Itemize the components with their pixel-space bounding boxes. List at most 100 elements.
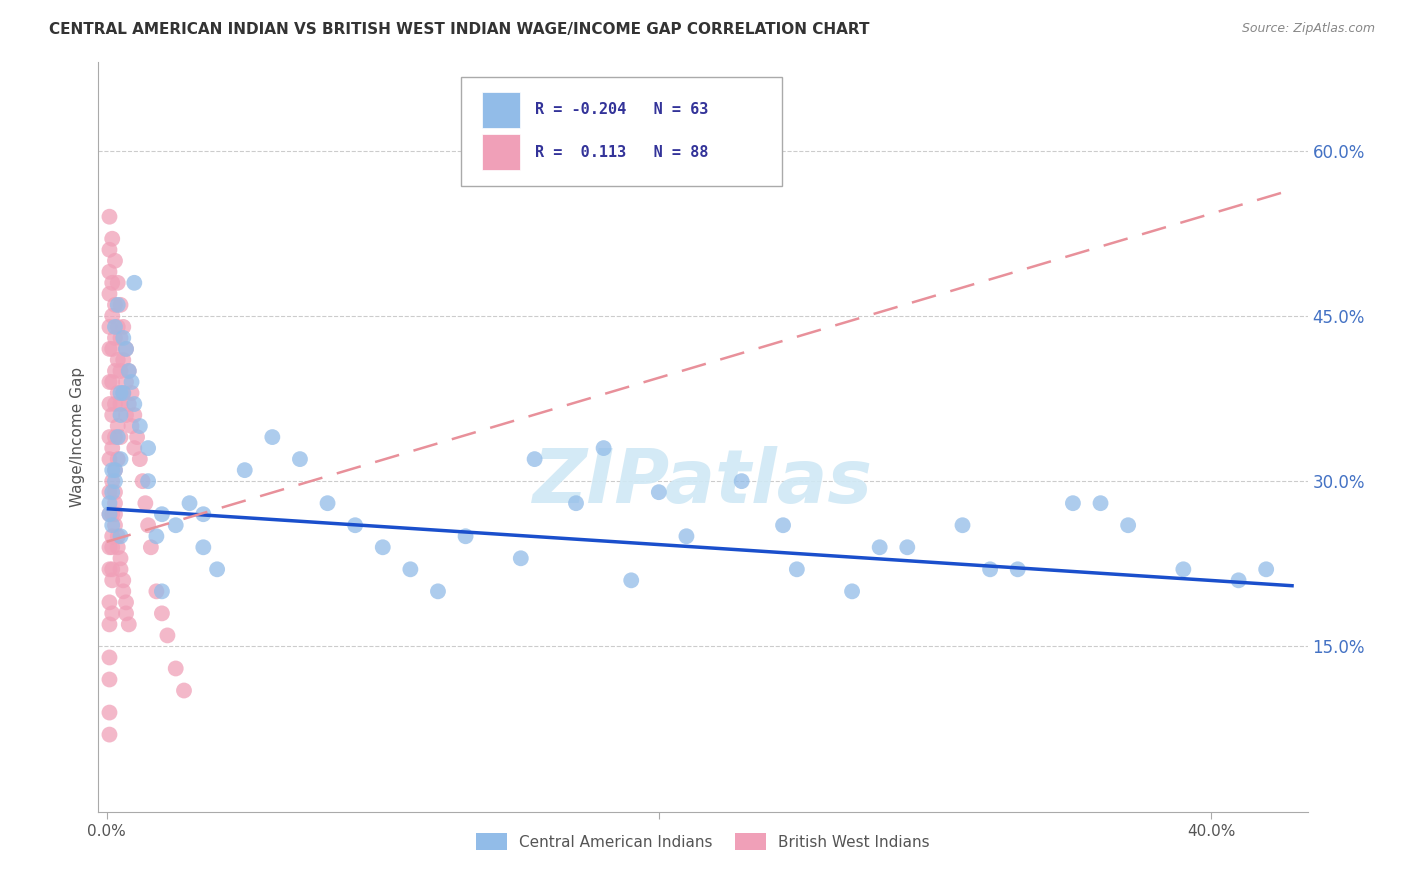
Point — [104, 463, 127, 477]
Point — [104, 253, 127, 268]
Point — [101, 529, 124, 543]
Point — [98, 430, 121, 444]
Point — [118, 364, 141, 378]
Point — [121, 375, 143, 389]
Point — [98, 507, 121, 521]
Point — [896, 541, 918, 555]
Point — [145, 584, 167, 599]
Text: R = -0.204   N = 63: R = -0.204 N = 63 — [534, 103, 709, 117]
Point — [124, 408, 146, 422]
Point — [107, 452, 129, 467]
Point — [136, 518, 159, 533]
FancyBboxPatch shape — [461, 78, 782, 186]
Point — [115, 342, 138, 356]
Point — [150, 507, 173, 521]
Point — [193, 507, 215, 521]
Point — [730, 474, 752, 488]
Point — [107, 353, 129, 368]
Point — [101, 463, 124, 477]
Point — [592, 441, 614, 455]
Point — [262, 430, 284, 444]
Point — [118, 364, 141, 378]
Point — [110, 298, 132, 312]
Point — [101, 562, 124, 576]
Point — [841, 584, 863, 599]
Point — [101, 474, 124, 488]
Point — [104, 507, 127, 521]
Point — [98, 319, 121, 334]
Point — [98, 452, 121, 467]
Point — [115, 375, 138, 389]
Point — [371, 541, 394, 555]
Point — [101, 507, 124, 521]
Point — [110, 364, 132, 378]
Point — [107, 430, 129, 444]
Point — [112, 353, 135, 368]
Point — [150, 607, 173, 621]
Point — [98, 496, 121, 510]
Point — [121, 419, 143, 434]
Point — [952, 518, 974, 533]
Point — [104, 474, 127, 488]
Text: CENTRAL AMERICAN INDIAN VS BRITISH WEST INDIAN WAGE/INCOME GAP CORRELATION CHART: CENTRAL AMERICAN INDIAN VS BRITISH WEST … — [49, 22, 870, 37]
Point — [98, 706, 121, 720]
Point — [112, 331, 135, 345]
Point — [136, 474, 159, 488]
Point — [205, 562, 228, 576]
Point — [101, 232, 124, 246]
Point — [316, 496, 339, 510]
Text: R =  0.113   N = 88: R = 0.113 N = 88 — [534, 145, 709, 160]
Point — [107, 298, 129, 312]
Point — [98, 243, 121, 257]
Text: ZIPatlas: ZIPatlas — [533, 445, 873, 518]
Point — [98, 617, 121, 632]
Point — [145, 529, 167, 543]
Point — [101, 375, 124, 389]
Point — [98, 286, 121, 301]
Point — [104, 331, 127, 345]
Point — [101, 276, 124, 290]
Bar — [482, 92, 520, 128]
Point — [150, 584, 173, 599]
Point — [565, 496, 588, 510]
Point — [523, 452, 546, 467]
Legend: Central American Indians, British West Indians: Central American Indians, British West I… — [470, 827, 936, 856]
Point — [98, 342, 121, 356]
Point — [125, 430, 148, 444]
Point — [1007, 562, 1029, 576]
Text: Source: ZipAtlas.com: Source: ZipAtlas.com — [1241, 22, 1375, 36]
Bar — [482, 135, 520, 170]
Point — [1116, 518, 1139, 533]
Point — [124, 276, 146, 290]
Point — [104, 496, 127, 510]
Point — [107, 386, 129, 401]
Point — [98, 728, 121, 742]
Point — [454, 529, 477, 543]
Point — [101, 485, 124, 500]
Point — [128, 452, 150, 467]
Point — [979, 562, 1001, 576]
Point — [115, 408, 138, 422]
Point — [233, 463, 256, 477]
Point — [115, 607, 138, 621]
Point — [107, 419, 129, 434]
Point — [344, 518, 367, 533]
Point — [110, 397, 132, 411]
Point — [110, 452, 132, 467]
Point — [1256, 562, 1278, 576]
Point — [98, 650, 121, 665]
Point — [104, 319, 127, 334]
Point — [110, 331, 132, 345]
Point — [107, 541, 129, 555]
Point — [156, 628, 179, 642]
Point — [101, 309, 124, 323]
Point — [124, 397, 146, 411]
Point — [98, 507, 121, 521]
Point — [675, 529, 697, 543]
Point — [399, 562, 422, 576]
Point — [110, 408, 132, 422]
Point — [110, 562, 132, 576]
Point — [101, 574, 124, 588]
Point — [98, 485, 121, 500]
Point — [772, 518, 794, 533]
